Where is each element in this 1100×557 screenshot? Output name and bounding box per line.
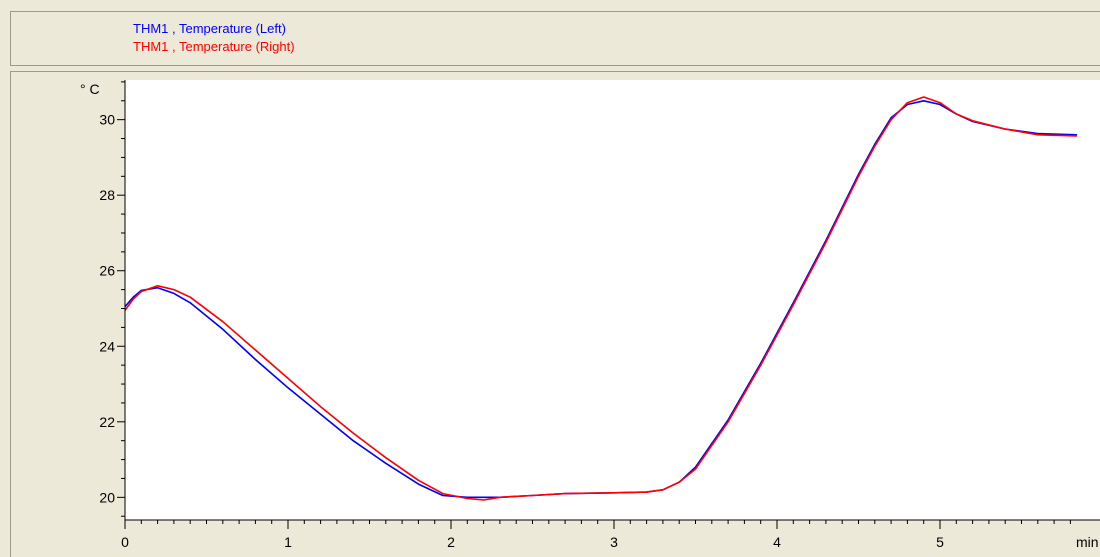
x-tick-label: 3	[610, 534, 618, 550]
plot-area	[125, 80, 1100, 520]
series-line-right	[124, 96, 1077, 501]
x-tick-label: 2	[447, 534, 455, 550]
y-tick-label: 28	[99, 187, 115, 203]
series-layer	[124, 96, 1077, 501]
x-tick-label: 1	[284, 534, 292, 550]
legend-entry-left: THM1 , Temperature (Left)	[133, 21, 286, 36]
x-tick-label: 5	[936, 534, 944, 550]
y-tick-label: 30	[99, 112, 115, 128]
y-axis-label: ° C	[80, 81, 100, 97]
axes-layer: 20 22 24 26 28 30 0 1 2 3 4 5 ° C min	[80, 80, 1100, 550]
y-tick-label: 24	[99, 338, 115, 354]
legend-entry-right: THM1 , Temperature (Right)	[133, 39, 295, 54]
y-tick-label: 26	[99, 263, 115, 279]
y-tick-label: 20	[99, 489, 115, 505]
x-tick-label: 4	[773, 534, 781, 550]
x-tick-label: 0	[121, 534, 129, 550]
y-tick-label: 22	[99, 414, 115, 430]
legend: THM1 , Temperature (Left) THM1 , Tempera…	[10, 11, 1100, 66]
x-axis-label: min	[1076, 534, 1099, 550]
